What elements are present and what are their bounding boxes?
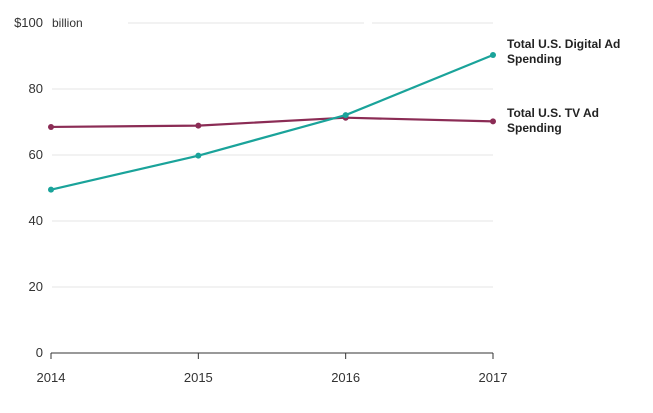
data-point: [490, 118, 496, 125]
series-labels: Total U.S. Digital Ad Spending Total U.S. …: [507, 37, 620, 135]
y-axis-labels: $100 80 60 40 20 0 billion: [14, 15, 83, 360]
y-tick-label: 40: [29, 213, 43, 228]
y-unit-label: billion: [52, 16, 83, 30]
x-tick-label: 2016: [331, 370, 360, 385]
series-label-1: Total U.S. TV Ad Spending: [507, 106, 599, 135]
y-tick-label: 0: [36, 345, 43, 360]
series-line-0: [50, 53, 494, 191]
data-point: [195, 122, 202, 129]
y-tick-label: $100: [14, 15, 43, 30]
data-point: [48, 123, 54, 130]
gridlines: [52, 22, 493, 288]
y-tick-label: 80: [29, 81, 43, 96]
data-point: [490, 52, 496, 59]
y-tick-label: 60: [29, 147, 43, 162]
series-line-1: [50, 116, 494, 129]
x-tick-label: 2015: [184, 370, 213, 385]
series-label-0: Total U.S. Digital Ad Spending: [507, 37, 620, 66]
y-tick-label: 20: [29, 279, 43, 294]
x-tick-label: 2014: [37, 370, 66, 385]
data-point: [48, 186, 54, 193]
x-tick-label: 2017: [479, 370, 508, 385]
data-point: [195, 152, 202, 159]
series-group: [48, 52, 496, 193]
data-point: [342, 112, 349, 119]
x-axis: 2014 2015 2016 2017: [37, 352, 508, 385]
